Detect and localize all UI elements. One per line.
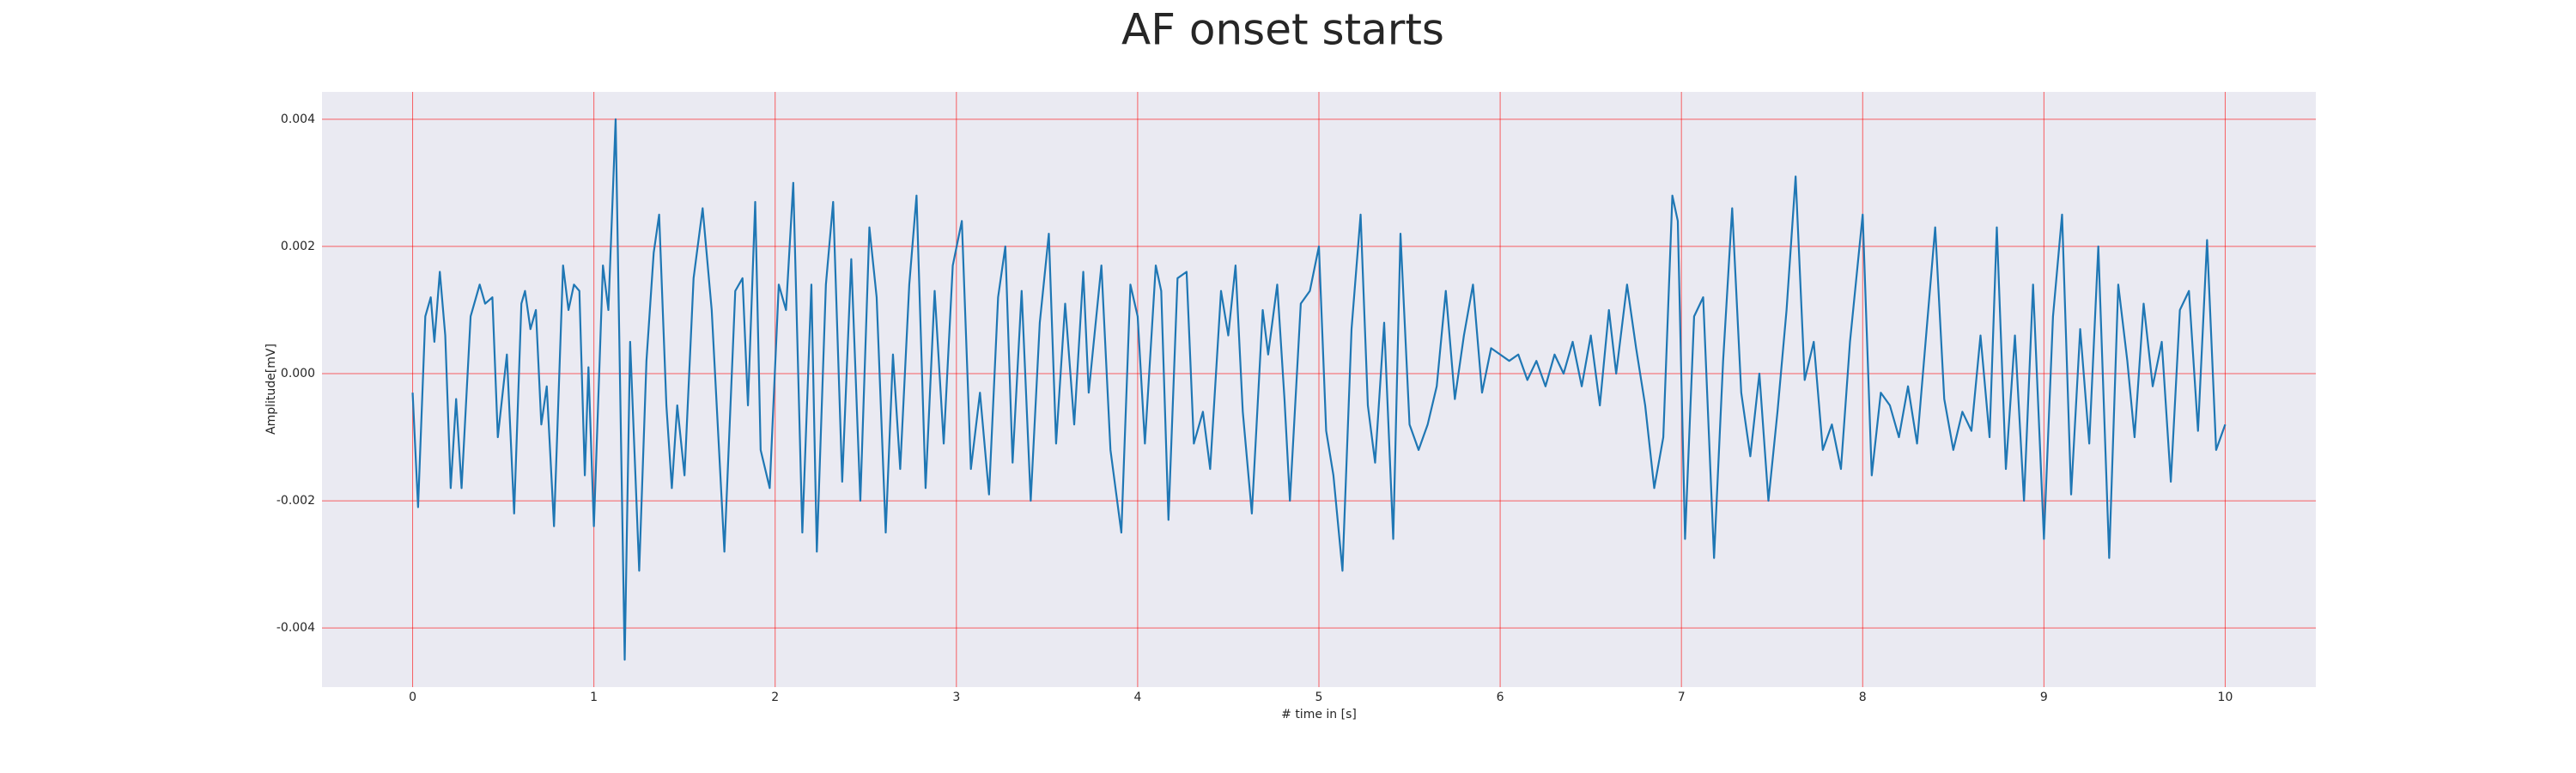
chart-title: AF onset starts xyxy=(1121,5,1444,55)
x-tick-label: 2 xyxy=(771,691,779,704)
y-axis-label: Amplitude[mV] xyxy=(264,344,278,435)
y-tick-label: -0.002 xyxy=(276,494,315,508)
x-tick-label: 5 xyxy=(1315,691,1323,704)
y-tick-label: 0.000 xyxy=(281,367,315,380)
x-axis-label: # time in [s] xyxy=(1281,708,1357,721)
y-tick-label: 0.002 xyxy=(281,240,315,253)
x-tick-label: 9 xyxy=(2040,691,2048,704)
signal-line xyxy=(411,118,2227,661)
x-tick-label: 6 xyxy=(1497,691,1504,704)
x-tick-label: 0 xyxy=(409,691,416,704)
x-tick-label: 8 xyxy=(1859,691,1867,704)
y-tick-label: -0.004 xyxy=(276,621,315,635)
x-tick-label: 10 xyxy=(2218,691,2233,704)
x-tick-label: 4 xyxy=(1133,691,1141,704)
x-tick-label: 7 xyxy=(1678,691,1686,704)
y-tick-label: 0.004 xyxy=(281,113,315,126)
x-tick-label: 3 xyxy=(952,691,960,704)
x-tick-label: 1 xyxy=(590,691,598,704)
